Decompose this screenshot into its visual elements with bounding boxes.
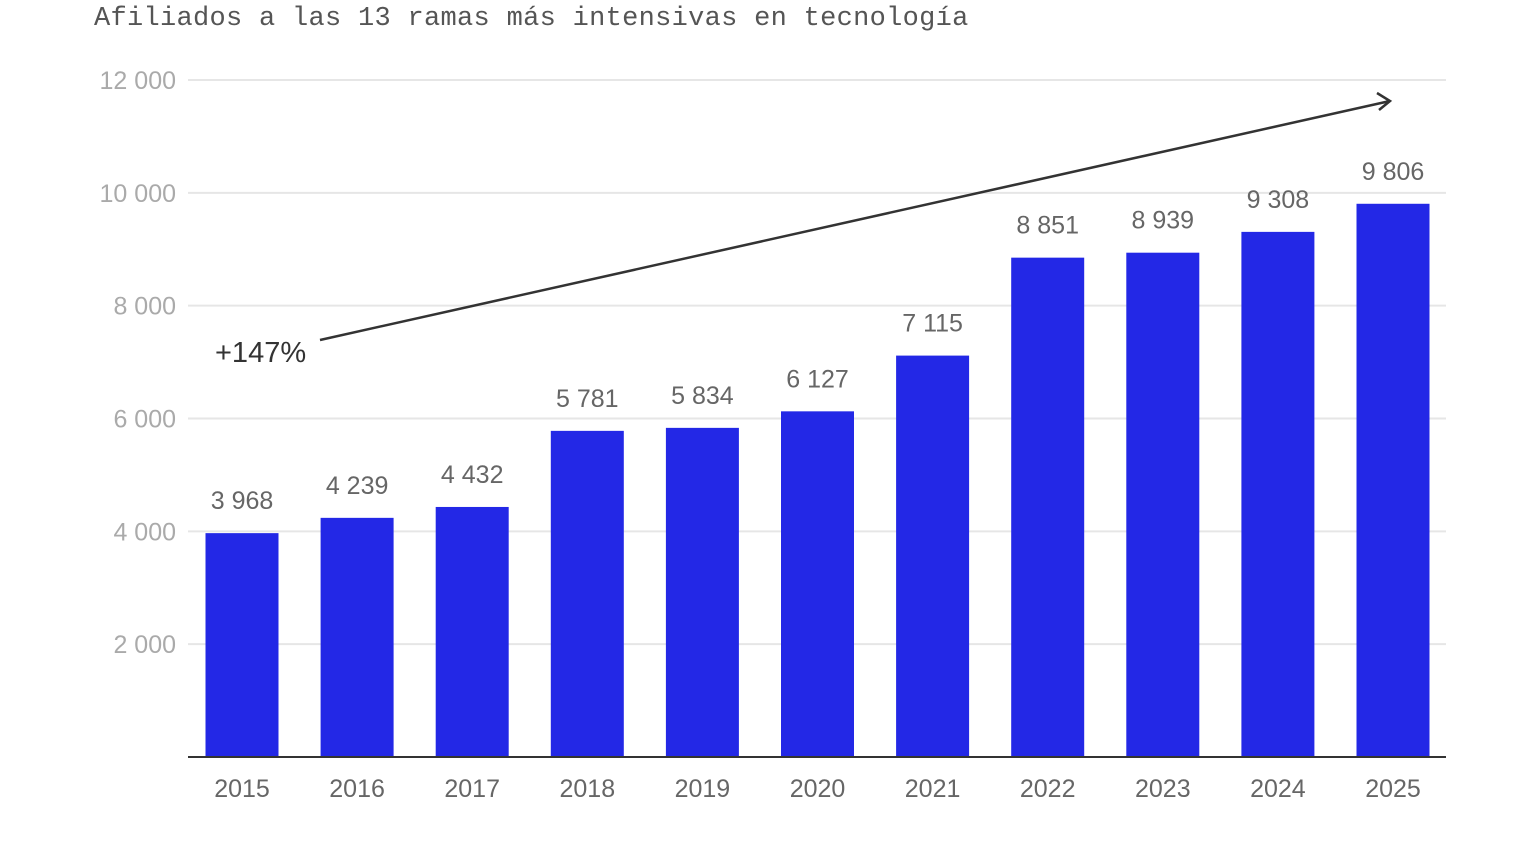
x-tick-label: 2025 [1365, 775, 1421, 803]
annotation-label: +147% [215, 337, 306, 369]
arrow-head-icon [1376, 91, 1393, 111]
data-label: 8 851 [1016, 212, 1079, 240]
bar [1126, 252, 1200, 758]
x-tick-label: 2017 [444, 775, 500, 803]
bar [1011, 257, 1085, 757]
x-tick-label: 2023 [1135, 775, 1191, 803]
y-tick-label: 6 000 [113, 406, 176, 434]
y-tick-label: 8 000 [113, 293, 176, 321]
data-label: 9 806 [1362, 158, 1425, 186]
bar [550, 430, 624, 757]
y-tick-label: 4 000 [113, 518, 176, 546]
bar [665, 427, 739, 757]
bar [205, 533, 279, 757]
data-label: 4 432 [441, 461, 504, 489]
bar [1241, 231, 1315, 758]
data-label: 6 127 [786, 365, 849, 393]
bar [1356, 203, 1430, 757]
chart-title: Afiliados a las 13 ramas más intensivas … [94, 4, 969, 34]
x-tick-label: 2015 [214, 775, 270, 803]
data-label: 7 115 [902, 310, 963, 338]
x-tick-label: 2024 [1250, 775, 1306, 803]
y-tick-label: 12 000 [100, 67, 176, 95]
x-tick-label: 2022 [1020, 775, 1076, 803]
x-tick-label: 2016 [329, 775, 385, 803]
x-tick-label: 2019 [675, 775, 731, 803]
x-tick-label: 2021 [905, 775, 961, 803]
y-tick-label: 2 000 [113, 631, 176, 659]
data-label: 4 239 [326, 472, 389, 500]
data-label: 3 968 [211, 487, 274, 515]
trend-arrow-line [319, 99, 1391, 342]
data-label: 5 834 [671, 382, 734, 410]
bar [435, 506, 509, 757]
data-label: 5 781 [556, 385, 619, 413]
x-tick-label: 2018 [559, 775, 615, 803]
bar [781, 411, 854, 757]
y-tick-label: 10 000 [100, 180, 176, 208]
x-tick-label: 2020 [790, 775, 846, 803]
data-label: 9 308 [1247, 186, 1310, 214]
data-label: 8 939 [1132, 207, 1195, 235]
bar [896, 355, 970, 757]
bar [320, 517, 394, 757]
